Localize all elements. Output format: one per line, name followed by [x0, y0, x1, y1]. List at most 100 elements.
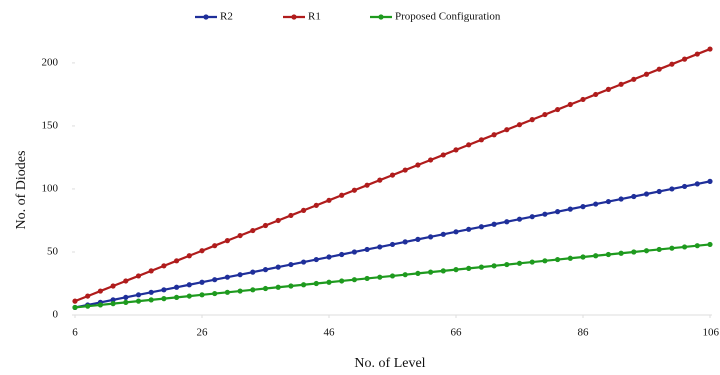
data-point	[643, 248, 650, 254]
data-point	[694, 181, 700, 187]
data-point	[85, 293, 91, 299]
data-point	[542, 258, 548, 264]
data-point	[466, 226, 472, 232]
data-point	[466, 265, 472, 271]
data-point	[694, 51, 700, 57]
legend-marker	[203, 14, 209, 20]
data-point	[161, 296, 167, 302]
data-point	[440, 152, 446, 158]
data-point	[593, 91, 599, 98]
data-point	[389, 241, 396, 248]
data-point	[580, 204, 586, 210]
y-tick-label: 150	[42, 119, 59, 131]
data-point	[135, 298, 142, 304]
data-point	[288, 283, 294, 289]
data-point	[453, 267, 459, 273]
data-point	[516, 260, 523, 266]
data-point	[643, 71, 650, 77]
data-point	[415, 236, 421, 242]
data-point	[326, 279, 332, 285]
data-point	[478, 224, 484, 230]
data-point	[631, 76, 637, 82]
data-point	[161, 263, 167, 269]
data-point	[351, 277, 357, 283]
data-point	[415, 270, 421, 277]
data-point	[440, 231, 446, 237]
data-point	[288, 212, 294, 219]
data-point	[199, 279, 205, 285]
data-point	[186, 282, 192, 288]
data-point	[237, 288, 243, 294]
data-point	[402, 167, 408, 173]
data-point	[364, 246, 370, 253]
data-point	[580, 254, 586, 260]
data-point	[682, 244, 688, 250]
data-point	[555, 256, 561, 263]
data-point	[110, 283, 116, 289]
data-point	[478, 137, 484, 143]
data-point	[199, 248, 205, 254]
data-point	[415, 162, 421, 168]
data-point	[567, 206, 573, 212]
data-point	[301, 259, 307, 265]
data-point	[529, 117, 535, 123]
x-tick-label: 6	[72, 327, 78, 339]
data-point	[224, 289, 230, 295]
data-point	[174, 294, 180, 300]
legend-label: Proposed Configuration	[395, 11, 501, 23]
data-point	[453, 147, 459, 153]
data-point	[402, 239, 408, 245]
data-point	[377, 274, 383, 280]
y-tick-label: 100	[42, 182, 59, 194]
data-point	[301, 282, 307, 288]
data-point	[161, 287, 167, 293]
y-tick-label: 0	[53, 309, 59, 321]
data-point	[529, 214, 535, 220]
data-point	[618, 81, 624, 87]
data-point	[85, 303, 91, 309]
data-point	[682, 183, 688, 190]
data-point	[237, 232, 243, 239]
data-point	[110, 297, 116, 303]
data-point	[453, 229, 459, 235]
data-point	[504, 127, 510, 133]
data-point	[542, 111, 548, 118]
data-point	[580, 96, 586, 103]
data-point	[174, 284, 180, 290]
x-tick-label: 86	[578, 327, 590, 339]
data-point	[97, 302, 103, 308]
data-point	[669, 245, 675, 251]
data-point	[656, 66, 662, 72]
data-point	[174, 258, 180, 264]
data-point	[643, 191, 650, 197]
data-point	[389, 172, 396, 178]
data-point	[377, 177, 383, 183]
data-point	[504, 219, 510, 225]
data-point	[148, 289, 154, 295]
x-tick-label: 106	[703, 327, 720, 339]
data-point	[250, 269, 256, 275]
data-point	[123, 294, 129, 300]
x-axis-title: No. of Level	[354, 356, 425, 371]
data-point	[542, 211, 548, 217]
data-point	[224, 274, 230, 280]
data-point	[224, 238, 230, 244]
x-tick-label: 66	[451, 327, 463, 339]
legend-marker	[291, 14, 297, 20]
data-point	[212, 277, 218, 283]
data-point	[339, 278, 345, 284]
y-axis-title: No. of Diodes	[14, 151, 29, 230]
legend-label: R1	[308, 11, 321, 23]
data-point	[364, 275, 370, 282]
data-point	[339, 251, 345, 258]
data-point	[656, 246, 662, 253]
x-tick-label: 46	[324, 327, 336, 339]
data-point	[669, 61, 675, 67]
data-point	[275, 284, 281, 290]
data-point	[262, 222, 269, 229]
data-point	[250, 227, 256, 234]
data-point	[123, 299, 129, 305]
data-point	[326, 254, 332, 260]
data-point	[275, 217, 281, 224]
